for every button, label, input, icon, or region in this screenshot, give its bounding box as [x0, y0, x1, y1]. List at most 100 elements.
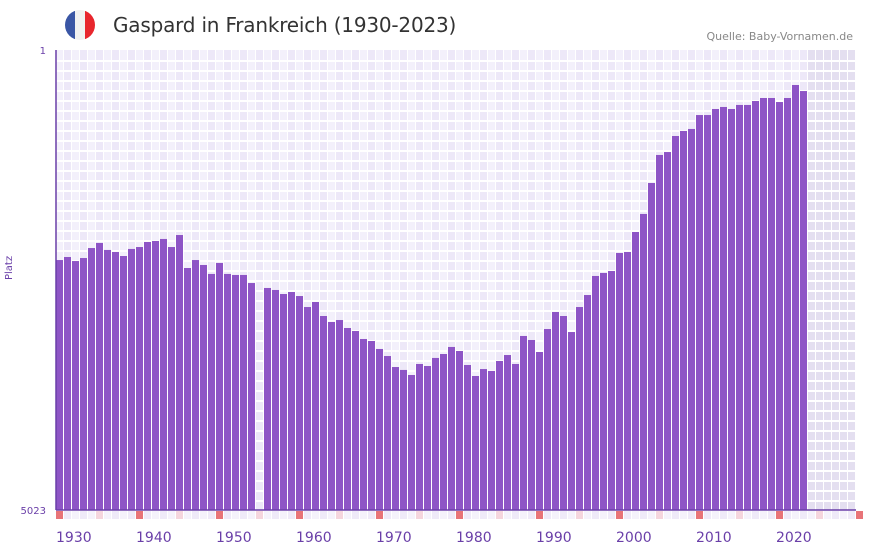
bar-2011 [704, 115, 711, 511]
year-marker [120, 511, 127, 519]
grid-line [56, 140, 856, 142]
bars [56, 84, 807, 511]
bar-1994 [568, 332, 575, 510]
x-tick-label: 2010 [696, 530, 732, 546]
bar-2018 [760, 97, 767, 510]
year-marker [160, 511, 167, 519]
year-marker [648, 511, 655, 519]
year-marker [600, 511, 607, 519]
chart-title: Gaspard in Frankreich (1930-2023) [113, 13, 457, 37]
bar-1960 [296, 296, 303, 510]
year-marker [824, 511, 831, 519]
year-marker [504, 511, 511, 519]
year-markers [56, 511, 863, 519]
year-marker [712, 511, 719, 519]
bar-1979 [448, 346, 455, 510]
grid-line [56, 180, 856, 182]
year-marker [296, 511, 303, 519]
year-marker [744, 511, 751, 519]
bar-1974 [408, 374, 415, 510]
year-marker [464, 511, 471, 519]
bar-1983 [480, 369, 487, 510]
year-marker [832, 511, 839, 519]
bar-1972 [392, 367, 399, 510]
year-marker [760, 511, 767, 519]
bar-1977 [432, 357, 439, 510]
year-marker [328, 511, 335, 519]
year-marker [320, 511, 327, 519]
year-marker [728, 511, 735, 519]
bar-2022 [792, 84, 799, 510]
bar-1940 [136, 247, 143, 510]
x-tick-label: 1990 [536, 530, 572, 546]
grid-line [56, 200, 856, 202]
bar-1993 [560, 315, 567, 510]
year-marker [856, 511, 863, 519]
year-marker [576, 511, 583, 519]
grid-line [56, 260, 856, 262]
x-tick-label: 2000 [616, 530, 652, 546]
year-marker [784, 511, 791, 519]
bar-1941 [144, 241, 151, 511]
grid-line [56, 330, 856, 332]
grid-line [56, 110, 856, 112]
bar-1951 [224, 273, 231, 510]
bar-1964 [328, 321, 335, 510]
bar-1950 [216, 262, 223, 510]
year-marker [480, 511, 487, 519]
year-marker [336, 511, 343, 519]
bar-1970 [376, 348, 383, 510]
year-marker [560, 511, 567, 519]
y-tick-label: 1 [40, 46, 46, 57]
bar-1931 [64, 257, 71, 510]
x-tick-label: 1970 [376, 530, 412, 546]
grid-line [56, 310, 856, 312]
grid-line [56, 90, 856, 92]
year-marker [360, 511, 367, 519]
grid-line [56, 160, 856, 162]
bar-1945 [176, 235, 183, 510]
bar-1963 [320, 315, 327, 510]
year-marker [144, 511, 151, 519]
bar-1939 [128, 248, 135, 511]
year-marker [680, 511, 687, 519]
year-marker [264, 511, 271, 519]
year-marker [304, 511, 311, 519]
bar-1968 [360, 338, 367, 510]
bar-1949 [208, 273, 215, 510]
year-marker [848, 511, 855, 519]
year-marker [96, 511, 103, 519]
grid-line [56, 340, 856, 342]
bar-1989 [528, 339, 535, 510]
year-marker [632, 511, 639, 519]
bar-2021 [784, 97, 791, 510]
year-marker [656, 511, 663, 519]
year-marker [72, 511, 79, 519]
year-marker [240, 511, 247, 519]
year-marker [624, 511, 631, 519]
y-tick-label: 5023 [21, 506, 46, 517]
year-marker [248, 511, 255, 519]
bar-2020 [776, 102, 783, 510]
bar-1967 [352, 331, 359, 510]
grid-line [56, 320, 856, 322]
bar-1947 [192, 260, 199, 510]
year-marker [688, 511, 695, 519]
bar-1997 [592, 275, 599, 510]
bar-1978 [440, 354, 447, 510]
year-marker [232, 511, 239, 519]
bar-1946 [184, 268, 191, 510]
year-marker [216, 511, 223, 519]
grid-line [56, 280, 856, 282]
bar-1980 [456, 350, 463, 510]
grid-line [56, 300, 856, 302]
bar-2009 [688, 128, 695, 510]
year-marker [136, 511, 143, 519]
bar-1971 [384, 356, 391, 510]
year-marker [416, 511, 423, 519]
year-marker [280, 511, 287, 519]
year-marker [440, 511, 447, 519]
year-marker [816, 511, 823, 519]
grid-line [56, 210, 856, 212]
year-marker [696, 511, 703, 519]
